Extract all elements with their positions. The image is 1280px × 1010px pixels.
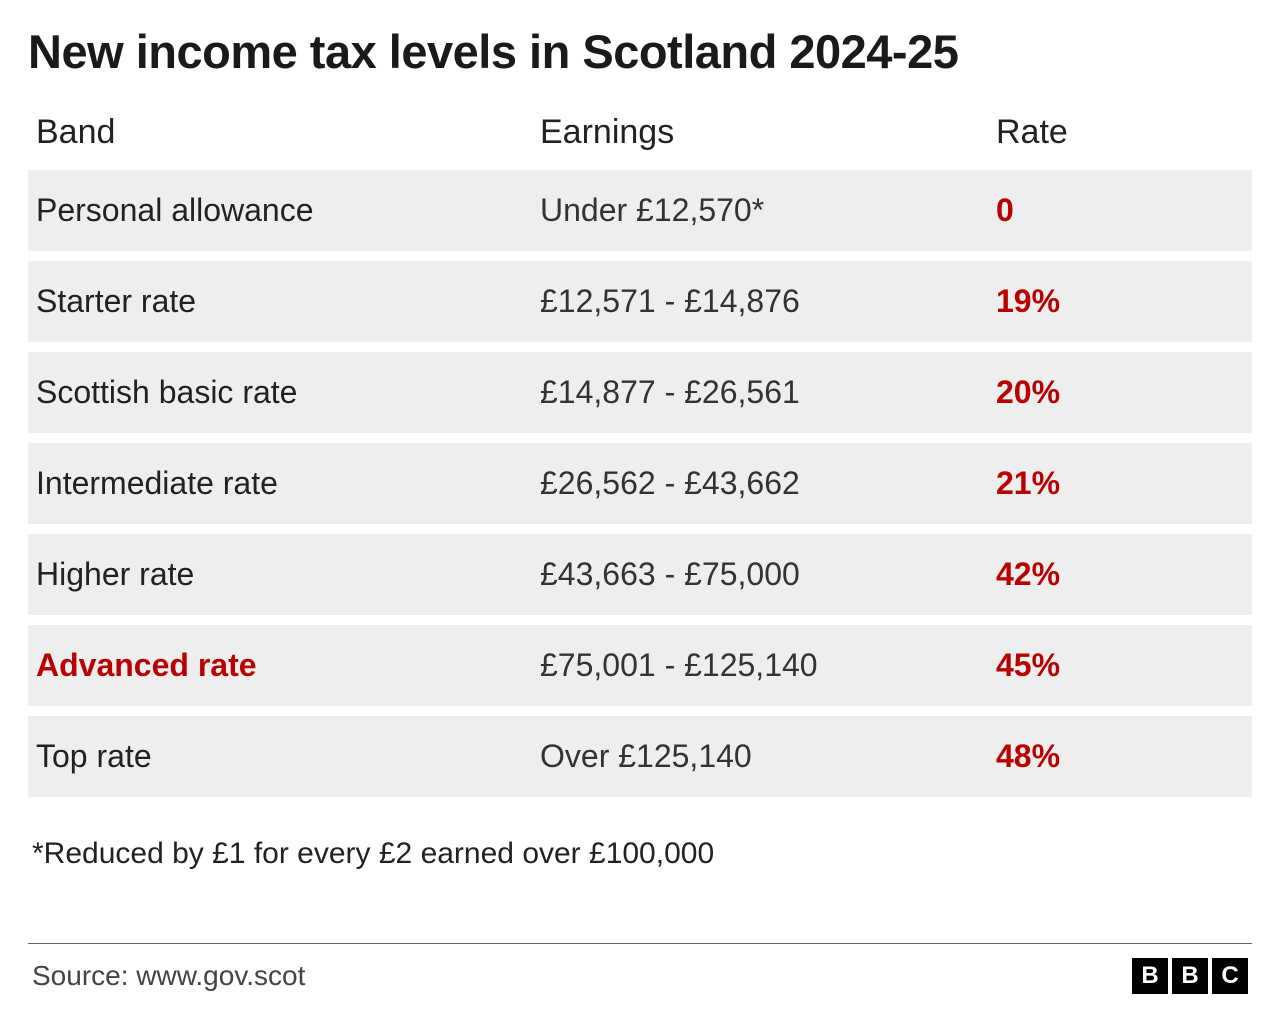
cell-rate: 42%	[996, 556, 1236, 593]
table-row: Advanced rate£75,001 - £125,14045%	[28, 625, 1252, 706]
cell-rate: 21%	[996, 465, 1236, 502]
tax-table: Band Earnings Rate Personal allowanceUnd…	[28, 103, 1252, 807]
bbc-logo-block: C	[1212, 958, 1248, 994]
bbc-logo-block: B	[1132, 958, 1168, 994]
cell-earnings: £12,571 - £14,876	[540, 283, 996, 320]
table-row: Starter rate£12,571 - £14,87619%	[28, 261, 1252, 342]
cell-earnings: £26,562 - £43,662	[540, 465, 996, 502]
cell-earnings: £75,001 - £125,140	[540, 647, 996, 684]
cell-rate: 0	[996, 192, 1236, 229]
cell-band: Scottish basic rate	[36, 374, 540, 411]
table-row: Intermediate rate£26,562 - £43,66221%	[28, 443, 1252, 524]
cell-earnings: £14,877 - £26,561	[540, 374, 996, 411]
cell-earnings: £43,663 - £75,000	[540, 556, 996, 593]
cell-band: Intermediate rate	[36, 465, 540, 502]
table-header-row: Band Earnings Rate	[28, 103, 1252, 170]
tax-table-graphic: New income tax levels in Scotland 2024-2…	[0, 0, 1280, 1010]
cell-band: Advanced rate	[36, 647, 540, 684]
page-title: New income tax levels in Scotland 2024-2…	[28, 24, 1252, 79]
table-body: Personal allowanceUnder £12,570*0 Starter…	[28, 170, 1252, 797]
bbc-logo: BBC	[1132, 958, 1248, 994]
table-row: Higher rate£43,663 - £75,00042%	[28, 534, 1252, 615]
col-header-earnings: Earnings	[540, 113, 996, 152]
cell-band: Starter rate	[36, 283, 540, 320]
table-row: Personal allowanceUnder £12,570*0	[28, 170, 1252, 251]
footnote: *Reduced by £1 for every £2 earned over …	[28, 837, 1252, 871]
table-row: Top rateOver £125,14048%	[28, 716, 1252, 797]
cell-rate: 20%	[996, 374, 1236, 411]
cell-rate: 48%	[996, 738, 1236, 775]
footer: Source: www.gov.scot BBC	[28, 943, 1252, 1010]
table-row: Scottish basic rate£14,877 - £26,56120%	[28, 352, 1252, 433]
cell-earnings: Over £125,140	[540, 738, 996, 775]
col-header-band: Band	[36, 113, 540, 152]
cell-band: Higher rate	[36, 556, 540, 593]
cell-band: Personal allowance	[36, 192, 540, 229]
bbc-logo-block: B	[1172, 958, 1208, 994]
cell-earnings: Under £12,570*	[540, 192, 996, 229]
cell-band: Top rate	[36, 738, 540, 775]
source-label: Source: www.gov.scot	[32, 960, 305, 992]
cell-rate: 45%	[996, 647, 1236, 684]
col-header-rate: Rate	[996, 113, 1236, 152]
cell-rate: 19%	[996, 283, 1236, 320]
